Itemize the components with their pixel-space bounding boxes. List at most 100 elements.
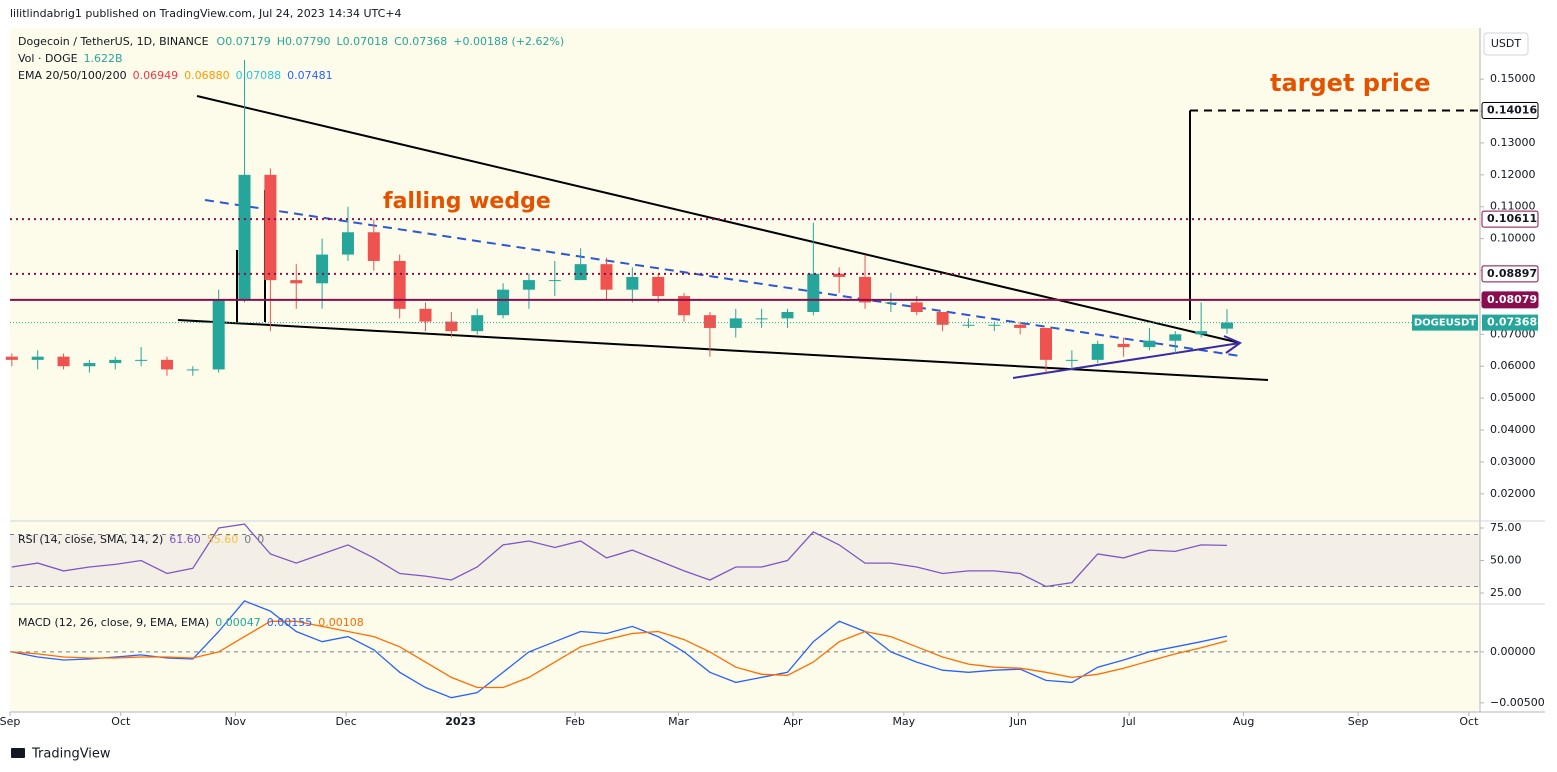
indicator-value: 0.00108 xyxy=(318,616,364,629)
annotation: falling wedge xyxy=(383,189,551,214)
level-label: 0.14016 xyxy=(1487,104,1537,117)
dashed-trend xyxy=(204,199,1241,357)
indicator-line xyxy=(11,620,1228,689)
candle-body xyxy=(1040,327,1053,360)
rising-trend xyxy=(1012,342,1241,379)
y-tick-label: 50.00 xyxy=(1490,553,1522,566)
last-price-box xyxy=(1482,314,1538,331)
y-tick-label: 0.04000 xyxy=(1490,423,1536,436)
candle-body xyxy=(652,276,665,297)
candle-body xyxy=(807,273,820,313)
candle-body xyxy=(1117,343,1130,348)
x-tick-label: Feb xyxy=(565,715,584,728)
y-tick-label: 0.15000 xyxy=(1490,72,1536,85)
candle-body xyxy=(445,321,458,332)
candle-body xyxy=(5,356,18,360)
chart-background xyxy=(10,28,1480,712)
candle-body xyxy=(341,232,354,255)
candle-body xyxy=(186,369,199,371)
indicator-value: 0.00047 xyxy=(215,616,261,629)
footer-text: TradingView xyxy=(31,747,111,762)
indicator-value: 55.60 xyxy=(207,533,239,546)
candle-body xyxy=(1014,324,1027,328)
ohlc: L0.07018 xyxy=(336,35,388,48)
currency: USDT xyxy=(1491,37,1522,50)
level-label-box xyxy=(1481,102,1539,120)
x-tick-label: Jun xyxy=(1009,715,1027,728)
candle-body xyxy=(1065,359,1078,361)
indicator-title: MACD (12, 26, close, 9, EMA, EMA) xyxy=(18,616,209,629)
x-tick-label: Nov xyxy=(225,715,247,728)
y-tick-label: 75.00 xyxy=(1490,521,1522,534)
y-tick-label: 25.00 xyxy=(1490,586,1522,599)
candle-body xyxy=(1143,340,1156,348)
indicator-title: RSI (14, close, SMA, 14, 2) xyxy=(18,533,163,546)
symbol-legend: Dogecoin / TetherUS, 1D, BINANCE O0.07179… xyxy=(18,35,564,48)
candle-body xyxy=(574,264,587,281)
rsi-band xyxy=(10,534,1480,587)
ema-legend: EMA 20/50/100/200 0.06949 0.06880 0.07088 0.… xyxy=(18,69,333,82)
ema-label: EMA 20/50/100/200 xyxy=(18,69,127,82)
x-tick-label: Dec xyxy=(335,715,356,728)
y-tick-label: 0.06000 xyxy=(1490,359,1536,372)
y-tick-label: 0.05000 xyxy=(1490,391,1536,404)
indicator-value: 61.60 xyxy=(169,533,201,546)
candle-body xyxy=(83,363,96,367)
change: +0.00188 (+2.62%) xyxy=(453,35,564,48)
candle-body xyxy=(393,260,406,309)
symbol: Dogecoin / TetherUS, 1D, BINANCE xyxy=(18,35,209,48)
y-tick-label: 0.11000 xyxy=(1490,200,1536,213)
candle-body xyxy=(57,356,70,367)
ema-value: 0.07088 xyxy=(236,69,282,82)
candle-body xyxy=(160,359,173,370)
ema-value: 0.06880 xyxy=(184,69,230,82)
volume-value: 1.622B xyxy=(84,52,123,65)
level-label-box xyxy=(1481,291,1539,309)
candle-body xyxy=(729,318,742,328)
candle-body xyxy=(31,356,44,360)
level-label-box xyxy=(1481,210,1539,228)
candle-body xyxy=(522,280,535,290)
candle-body xyxy=(962,324,975,326)
volume-legend: Vol · DOGE 1.622B xyxy=(18,52,123,65)
y-tick-label: 0.13000 xyxy=(1490,136,1536,149)
candle-body xyxy=(910,302,923,313)
x-tick-label: Sep xyxy=(0,715,20,728)
candle-body xyxy=(833,273,846,277)
candle-body xyxy=(109,359,122,364)
logo xyxy=(11,748,25,758)
indicator-line xyxy=(11,600,1228,699)
y-tick-label: −0.00500 xyxy=(1490,696,1545,709)
candle-body xyxy=(290,280,303,284)
annotation: target price xyxy=(1270,69,1431,97)
y-tick-label: 0.12000 xyxy=(1490,168,1536,181)
candle-body xyxy=(212,299,225,370)
x-tick-label: Oct xyxy=(111,715,131,728)
candle-body xyxy=(936,312,949,325)
indicator-legend: RSI (14, close, SMA, 14, 2) 61.60 55.60 0 0 xyxy=(18,533,264,546)
candle-body xyxy=(238,174,251,300)
x-tick-label: Oct xyxy=(1459,715,1479,728)
level-label: 0.08079 xyxy=(1487,293,1537,306)
candle-body xyxy=(548,280,561,282)
ema-value: 0.07481 xyxy=(287,69,333,82)
ema-value: 0.06949 xyxy=(133,69,179,82)
x-tick-label: Aug xyxy=(1233,715,1254,728)
x-tick-label: 2023 xyxy=(445,715,476,728)
candle-body xyxy=(135,359,148,361)
x-tick-label: Jul xyxy=(1121,715,1135,728)
candle-body xyxy=(755,318,768,320)
indicator-legend: MACD (12, 26, close, 9, EMA, EMA) 0.00047… xyxy=(18,616,364,629)
arrow-head xyxy=(1223,335,1243,354)
candle-body xyxy=(471,315,484,332)
y-tick-label: 0.10000 xyxy=(1490,232,1536,245)
last-price: 0.07368 xyxy=(1487,316,1537,329)
candle-body xyxy=(600,264,613,290)
candle-body xyxy=(1091,343,1104,360)
level-label: 0.10611 xyxy=(1487,212,1537,225)
currency-box[interactable] xyxy=(1483,32,1529,56)
candle-body xyxy=(1220,322,1233,329)
x-tick-label: Sep xyxy=(1348,715,1369,728)
x-tick-label: Apr xyxy=(783,715,803,728)
